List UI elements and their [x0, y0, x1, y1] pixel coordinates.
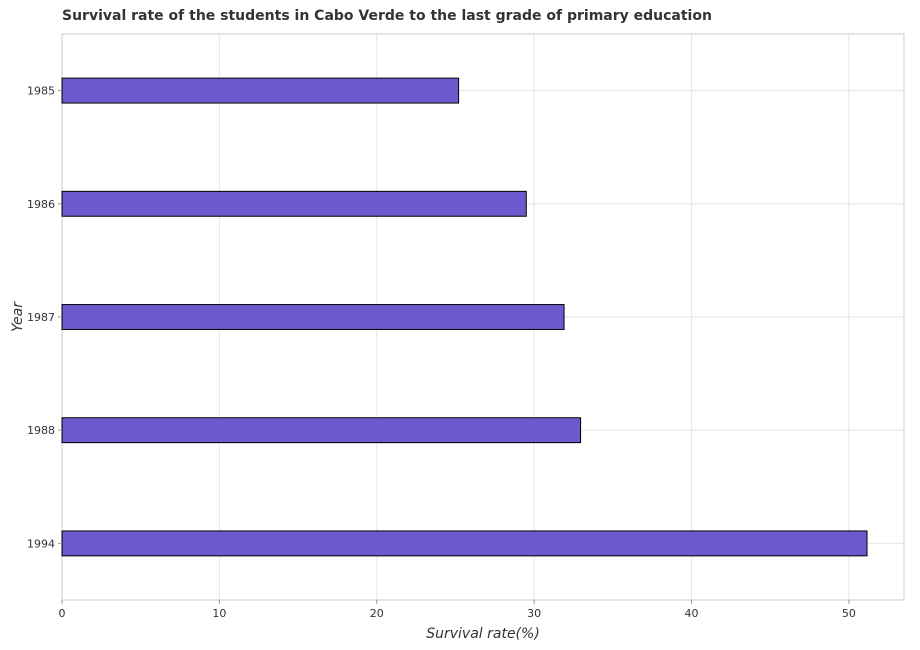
y-tick-label: 1985 [27, 85, 55, 98]
x-axis-ticks: 0 10 20 30 40 50 [59, 600, 856, 620]
bars [61, 77, 868, 557]
y-tick-label: 1988 [27, 424, 55, 437]
x-tick-label: 50 [842, 607, 856, 620]
bar-1986 [61, 190, 527, 217]
x-tick-label: 20 [370, 607, 384, 620]
bar-1987 [61, 304, 565, 330]
bar-1988 [61, 417, 582, 444]
y-axis-ticks: 1985 1986 1987 1988 1994 [27, 85, 62, 550]
x-tick-label: 30 [527, 607, 541, 620]
y-tick-label: 1987 [27, 311, 55, 324]
x-tick-label: 40 [685, 607, 699, 620]
y-tick-label: 1986 [27, 198, 55, 211]
bar-1994 [61, 530, 868, 557]
chart-title: Survival rate of the students in Cabo Ve… [62, 8, 712, 24]
x-tick-label: 10 [212, 607, 226, 620]
x-tick-label: 0 [59, 607, 66, 620]
bar-1985 [61, 77, 460, 104]
x-axis-title: Survival rate(%) [426, 626, 540, 642]
y-tick-label: 1994 [27, 537, 55, 550]
y-axis-title: Year [10, 301, 26, 332]
